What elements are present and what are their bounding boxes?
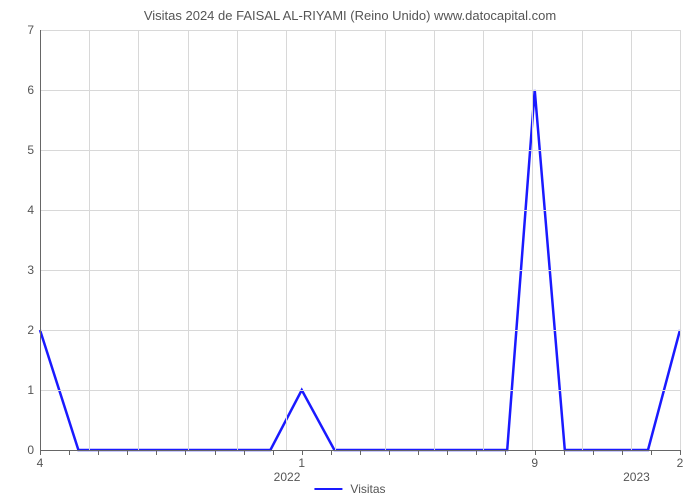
x-minor-tick bbox=[127, 450, 128, 455]
gridline-h bbox=[40, 30, 680, 31]
x-minor-tick bbox=[331, 450, 332, 455]
plot-area: 01234567419220222023 bbox=[40, 30, 680, 450]
x-minor-tick bbox=[273, 450, 274, 455]
gridline-h bbox=[40, 150, 680, 151]
y-axis-line bbox=[40, 30, 41, 450]
x-minor-tick bbox=[535, 450, 536, 455]
legend-label: Visitas bbox=[350, 482, 385, 496]
gridline-v bbox=[582, 30, 583, 450]
gridline-h bbox=[40, 270, 680, 271]
x-tick-label: 9 bbox=[531, 456, 538, 470]
x-minor-tick bbox=[447, 450, 448, 455]
y-tick-label: 7 bbox=[6, 23, 34, 37]
x-minor-tick bbox=[389, 450, 390, 455]
gridline-h bbox=[40, 390, 680, 391]
gridline-v bbox=[335, 30, 336, 450]
gridline-h bbox=[40, 210, 680, 211]
gridline-v bbox=[631, 30, 632, 450]
x-minor-tick bbox=[680, 450, 681, 455]
gridline-v bbox=[532, 30, 533, 450]
y-tick-label: 3 bbox=[6, 263, 34, 277]
x-minor-tick bbox=[564, 450, 565, 455]
gridline-v bbox=[483, 30, 484, 450]
x-minor-tick bbox=[156, 450, 157, 455]
x-minor-tick bbox=[505, 450, 506, 455]
x-minor-tick bbox=[651, 450, 652, 455]
gridline-v bbox=[237, 30, 238, 450]
y-tick-label: 0 bbox=[6, 443, 34, 457]
x-tick-label: 1 bbox=[298, 456, 305, 470]
gridline-v bbox=[286, 30, 287, 450]
x-minor-tick bbox=[40, 450, 41, 455]
x-minor-tick bbox=[418, 450, 419, 455]
x-minor-tick bbox=[185, 450, 186, 455]
gridline-h bbox=[40, 330, 680, 331]
x-minor-tick bbox=[593, 450, 594, 455]
gridline-h bbox=[40, 90, 680, 91]
gridline-v bbox=[89, 30, 90, 450]
legend-swatch bbox=[314, 488, 342, 491]
y-tick-label: 5 bbox=[6, 143, 34, 157]
x-minor-tick bbox=[622, 450, 623, 455]
line-series bbox=[40, 30, 680, 450]
x-year-label: 2023 bbox=[623, 470, 650, 484]
x-minor-tick bbox=[98, 450, 99, 455]
x-minor-tick bbox=[302, 450, 303, 455]
x-tick-label: 4 bbox=[37, 456, 44, 470]
y-tick-label: 6 bbox=[6, 83, 34, 97]
legend: Visitas bbox=[314, 482, 385, 496]
gridline-v bbox=[385, 30, 386, 450]
x-minor-tick bbox=[244, 450, 245, 455]
x-year-label: 2022 bbox=[274, 470, 301, 484]
gridline-v bbox=[138, 30, 139, 450]
x-minor-tick bbox=[360, 450, 361, 455]
x-minor-tick bbox=[215, 450, 216, 455]
y-tick-label: 4 bbox=[6, 203, 34, 217]
x-minor-tick bbox=[476, 450, 477, 455]
y-tick-label: 1 bbox=[6, 383, 34, 397]
gridline-v bbox=[188, 30, 189, 450]
y-tick-label: 2 bbox=[6, 323, 34, 337]
gridline-v bbox=[434, 30, 435, 450]
chart-container: Visitas 2024 de FAISAL AL-RIYAMI (Reino … bbox=[0, 0, 700, 500]
chart-title: Visitas 2024 de FAISAL AL-RIYAMI (Reino … bbox=[0, 0, 700, 27]
gridline-v bbox=[680, 30, 681, 450]
x-tick-label: 2 bbox=[677, 456, 684, 470]
x-minor-tick bbox=[69, 450, 70, 455]
